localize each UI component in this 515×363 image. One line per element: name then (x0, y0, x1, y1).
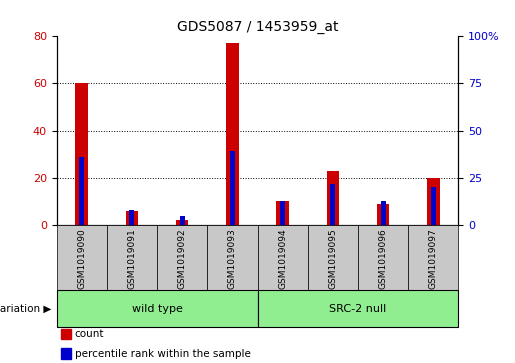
Bar (129, 210, 134, 225)
Text: count: count (75, 329, 104, 339)
Text: GSM1019096: GSM1019096 (379, 228, 387, 289)
Bar (57, 290, 258, 327)
Bar (176, 220, 188, 225)
Text: GSM1019094: GSM1019094 (278, 228, 287, 289)
Bar (377, 204, 389, 225)
Text: wild type: wild type (132, 303, 182, 314)
Text: GSM1019090: GSM1019090 (77, 228, 86, 289)
Bar (157, 225, 207, 290)
Bar (76, 83, 88, 225)
Bar (126, 211, 138, 225)
Bar (230, 151, 235, 225)
Bar (431, 187, 436, 225)
Bar (381, 200, 386, 225)
Bar (308, 225, 358, 290)
Bar (358, 225, 408, 290)
Bar (277, 201, 289, 225)
Bar (57, 225, 107, 290)
Text: GSM1019092: GSM1019092 (178, 228, 186, 289)
Bar (327, 171, 339, 225)
Bar (280, 200, 285, 225)
Text: genotype/variation ▶: genotype/variation ▶ (0, 303, 52, 314)
Bar (427, 178, 439, 225)
Title: GDS5087 / 1453959_at: GDS5087 / 1453959_at (177, 20, 338, 34)
Bar (258, 290, 458, 327)
Bar (107, 225, 157, 290)
Text: GSM1019091: GSM1019091 (128, 228, 136, 289)
Bar (330, 184, 335, 225)
Bar (207, 225, 258, 290)
Bar (79, 157, 84, 225)
Bar (180, 216, 185, 225)
Text: GSM1019097: GSM1019097 (429, 228, 438, 289)
Bar (61, 329, 71, 339)
Bar (61, 348, 71, 359)
Bar (226, 44, 238, 225)
Text: GSM1019095: GSM1019095 (329, 228, 337, 289)
Bar (258, 225, 307, 290)
Bar (408, 225, 458, 290)
Text: percentile rank within the sample: percentile rank within the sample (75, 348, 251, 359)
Text: GSM1019093: GSM1019093 (228, 228, 237, 289)
Text: SRC-2 null: SRC-2 null (329, 303, 387, 314)
